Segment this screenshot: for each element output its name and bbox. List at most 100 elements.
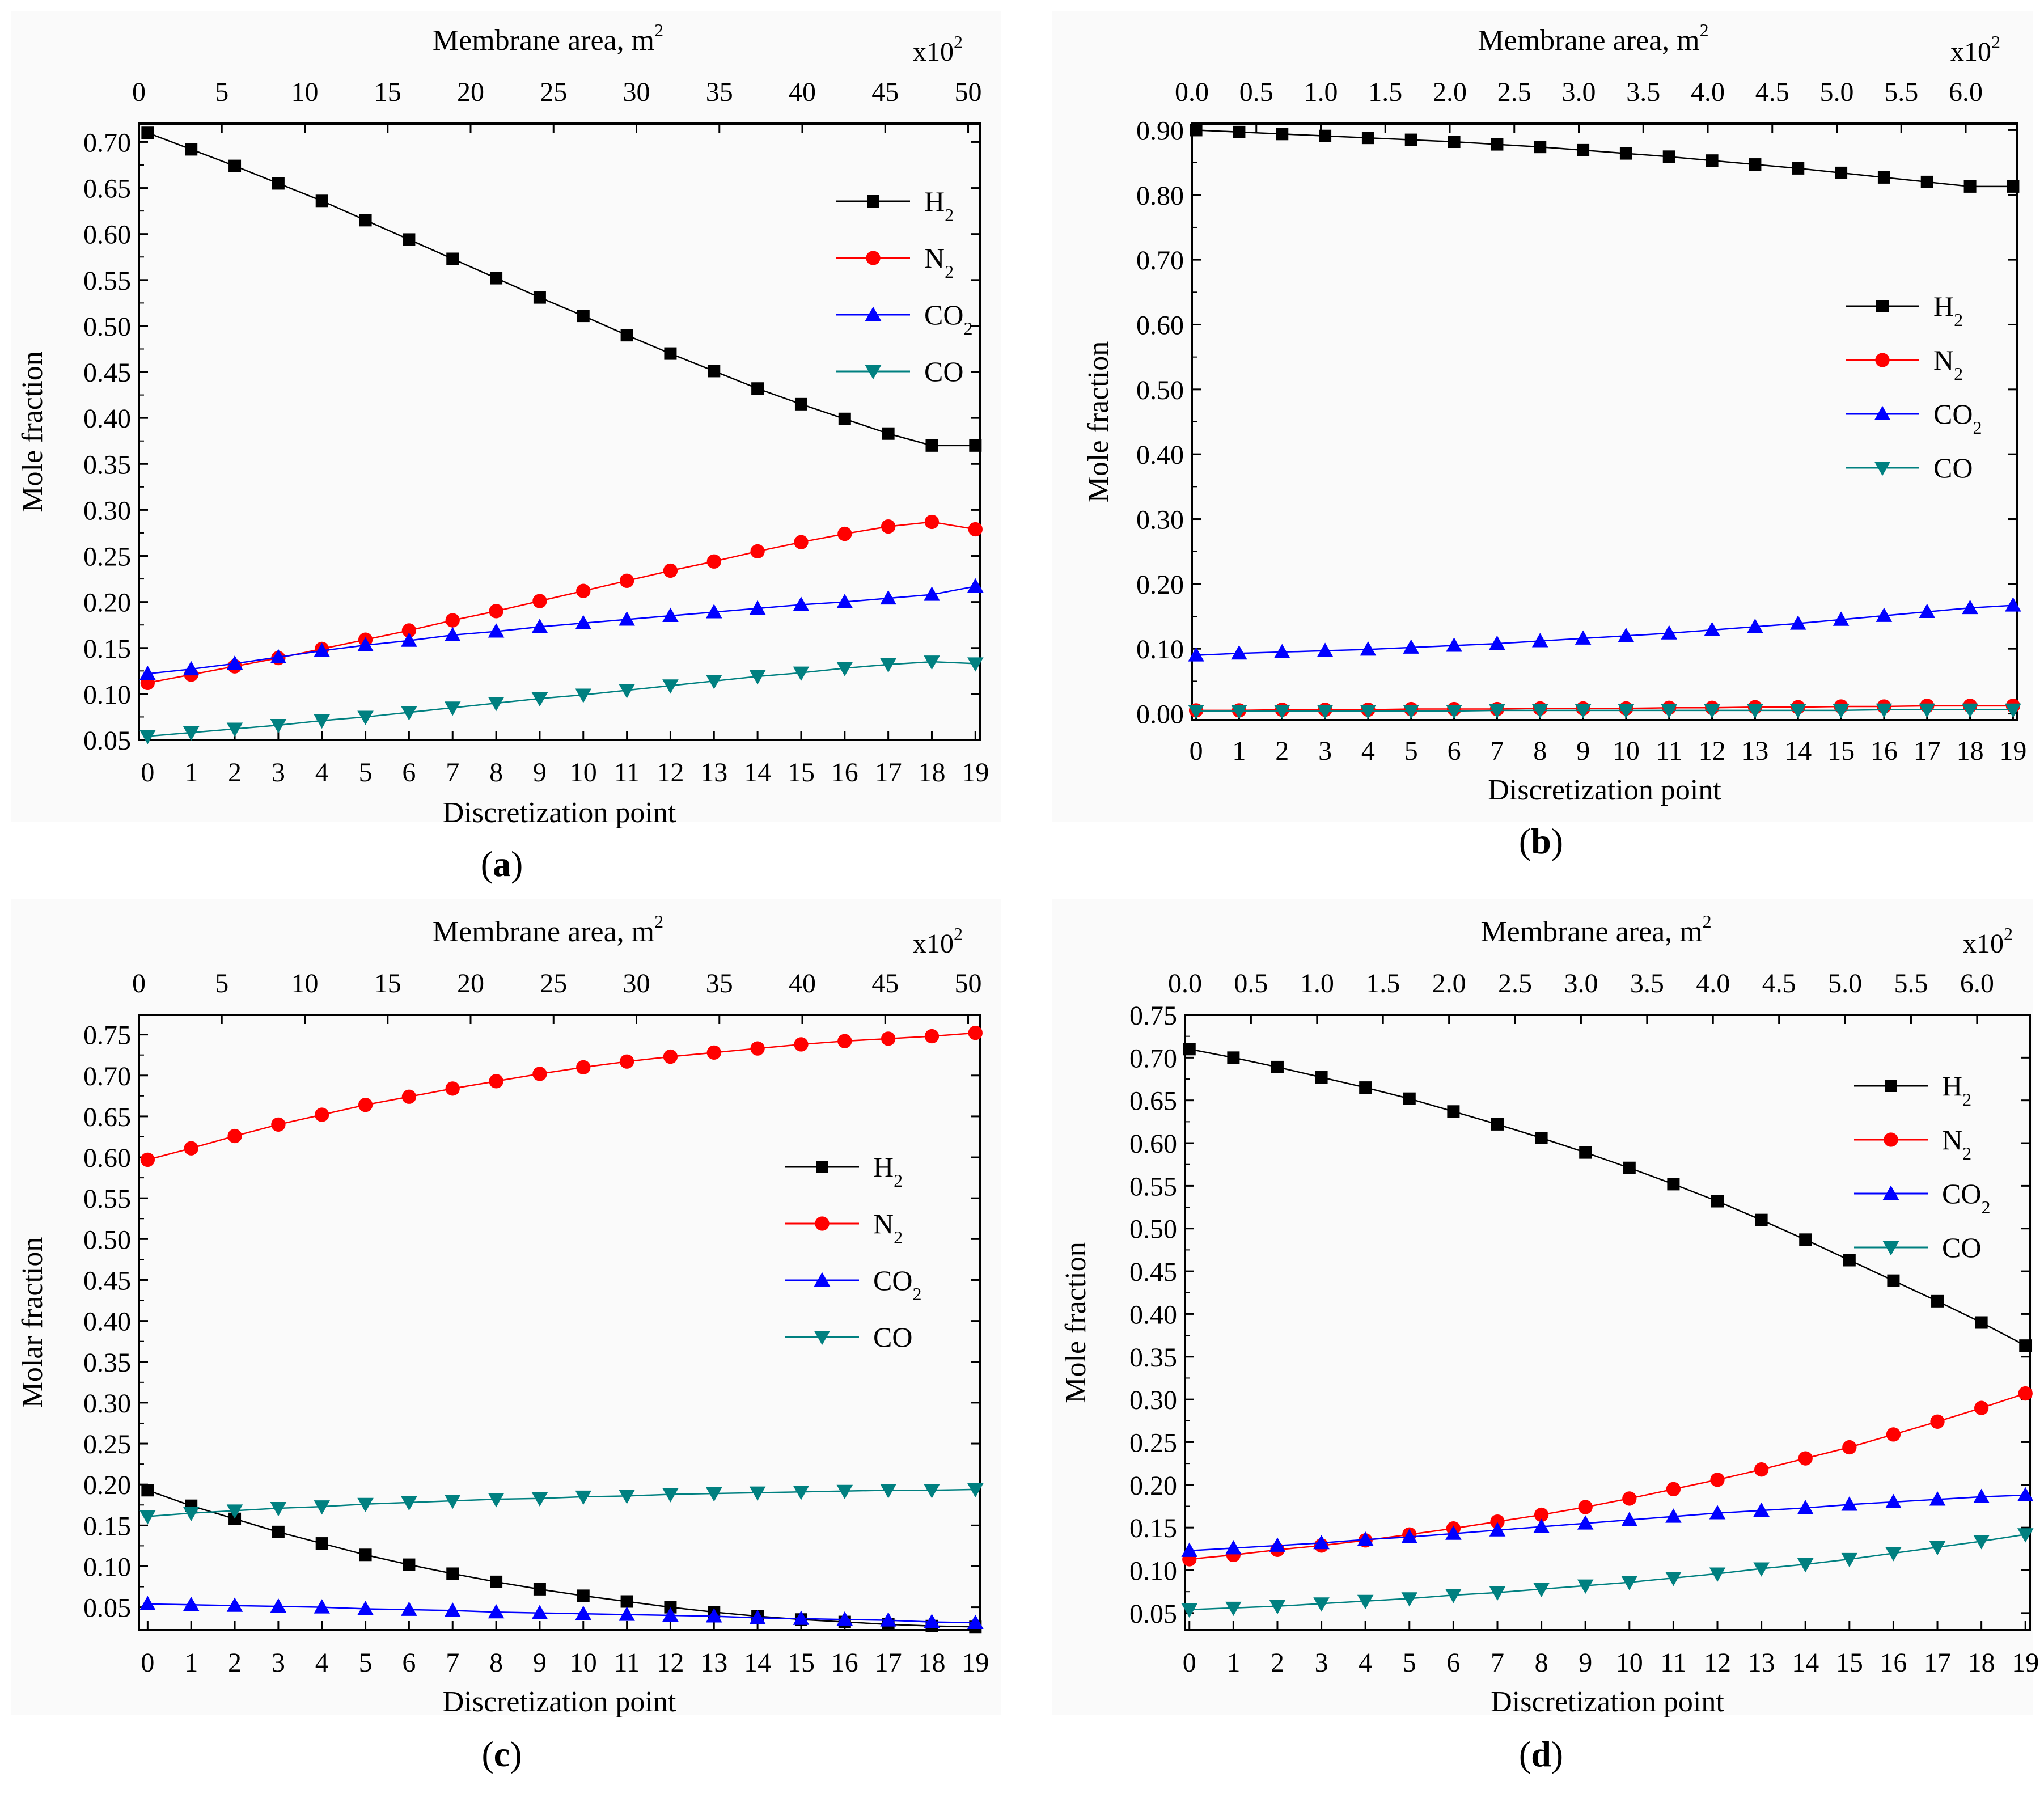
axis-multiplier: x102 xyxy=(1963,924,2013,959)
panel-label-paren: ) xyxy=(511,844,523,884)
legend-label-text: H xyxy=(1942,1070,1962,1102)
data-point xyxy=(575,615,592,629)
data-point xyxy=(1887,1274,1900,1287)
axis-multiplier: x102 xyxy=(913,32,963,67)
data-point xyxy=(880,658,896,673)
data-point xyxy=(446,1567,459,1580)
data-point xyxy=(2018,1386,2033,1401)
legend-label: CO xyxy=(1933,452,1973,484)
data-point xyxy=(576,1060,591,1074)
data-point xyxy=(1754,1462,1769,1477)
data-point xyxy=(881,1031,896,1046)
data-point xyxy=(705,675,722,689)
data-point xyxy=(969,439,982,452)
data-point xyxy=(924,1614,940,1628)
x-tick-label: 7 xyxy=(1491,1648,1504,1678)
y-tick-label: 0.10 xyxy=(83,1552,131,1582)
top-tick-label: 10 xyxy=(291,77,319,107)
x-tick-label: 12 xyxy=(1704,1648,1731,1678)
top-tick-label: 50 xyxy=(955,968,982,998)
data-point xyxy=(1273,704,1290,720)
data-point xyxy=(1181,1603,1198,1618)
data-point xyxy=(1231,645,1247,660)
x-axis-title: Discretization point xyxy=(443,1686,676,1718)
data-point xyxy=(882,427,895,440)
panel-label: (d) xyxy=(1519,1734,1563,1774)
data-point xyxy=(401,623,417,638)
x-tick-label: 10 xyxy=(570,1648,597,1678)
data-point xyxy=(228,159,242,172)
y-tick-label: 0.05 xyxy=(83,726,131,756)
legend-label-sub: 2 xyxy=(1954,363,1963,384)
data-point xyxy=(1709,1505,1726,1520)
data-point xyxy=(837,526,852,541)
data-point xyxy=(1276,128,1289,141)
x-tick-label: 6 xyxy=(1446,1648,1460,1678)
y-tick-label: 0.35 xyxy=(1129,1343,1177,1373)
legend-label: CO xyxy=(1942,1232,1981,1263)
top-axis-title-text: Membrane area, m xyxy=(433,24,654,57)
data-point xyxy=(1618,628,1635,642)
series-line xyxy=(1189,1393,2026,1560)
x-axis-title: Discretization point xyxy=(1491,1686,1724,1718)
series-n2 xyxy=(1182,1386,2033,1567)
data-point xyxy=(314,642,331,657)
x-tick-label: 2 xyxy=(1275,736,1289,766)
data-point xyxy=(706,1045,721,1060)
y-tick-label: 0.30 xyxy=(1129,1385,1177,1415)
data-point xyxy=(1401,1529,1418,1543)
x-tick-label: 14 xyxy=(744,1648,771,1678)
y-tick-label: 0.30 xyxy=(1136,505,1184,535)
data-point xyxy=(751,382,764,395)
data-point xyxy=(1490,1514,1505,1529)
y-tick-label: 0.25 xyxy=(83,542,131,572)
series-line xyxy=(147,661,976,737)
y-tick-label: 0.50 xyxy=(1129,1215,1177,1245)
data-point xyxy=(1973,1488,1990,1503)
data-point xyxy=(532,594,547,608)
data-point xyxy=(445,1081,460,1096)
y-tick-label: 0.10 xyxy=(1129,1556,1177,1586)
data-point xyxy=(577,310,590,323)
data-point xyxy=(139,1510,156,1525)
top-tick-label: 6.0 xyxy=(1960,968,1994,998)
data-point xyxy=(1706,154,1719,167)
data-point xyxy=(1929,1491,1946,1506)
data-point xyxy=(488,697,505,712)
legend-marker xyxy=(816,1161,828,1173)
x-tick-label: 9 xyxy=(1579,1648,1592,1678)
data-point xyxy=(531,1605,548,1619)
y-tick-label: 0.50 xyxy=(1136,375,1184,405)
data-point xyxy=(1665,1572,1682,1586)
y-tick-label: 0.50 xyxy=(83,312,131,342)
legend-marker xyxy=(1874,462,1891,476)
y-tick-label: 0.20 xyxy=(1129,1471,1177,1501)
data-point xyxy=(1315,1071,1328,1084)
legend-label-sub: 2 xyxy=(1981,1197,1990,1217)
data-point xyxy=(749,1610,766,1624)
x-tick-label: 0 xyxy=(141,758,154,788)
legend-marker xyxy=(814,1331,831,1346)
x-tick-label: 2 xyxy=(1271,1648,1284,1678)
x-tick-label: 16 xyxy=(831,758,858,788)
data-point xyxy=(531,692,548,707)
y-tick-label: 0.25 xyxy=(83,1429,131,1459)
axis-multiplier-base: x10 xyxy=(1963,929,2004,959)
x-tick-label: 15 xyxy=(788,758,815,788)
legend-label-sub: 2 xyxy=(1962,1089,1971,1110)
data-point xyxy=(444,1602,461,1617)
legend-label: CO xyxy=(924,356,963,387)
data-point xyxy=(1359,1081,1372,1094)
data-point xyxy=(444,627,461,642)
legend-marker xyxy=(865,306,882,321)
data-point xyxy=(1489,704,1505,719)
data-point xyxy=(1233,125,1246,138)
data-point xyxy=(226,1597,243,1612)
data-point xyxy=(1704,621,1720,637)
data-point xyxy=(1885,1547,1902,1562)
data-point xyxy=(662,1607,679,1622)
legend-label: N2 xyxy=(873,1208,903,1247)
data-point xyxy=(1401,1592,1418,1607)
data-point xyxy=(1962,703,1978,718)
data-point xyxy=(925,439,938,452)
